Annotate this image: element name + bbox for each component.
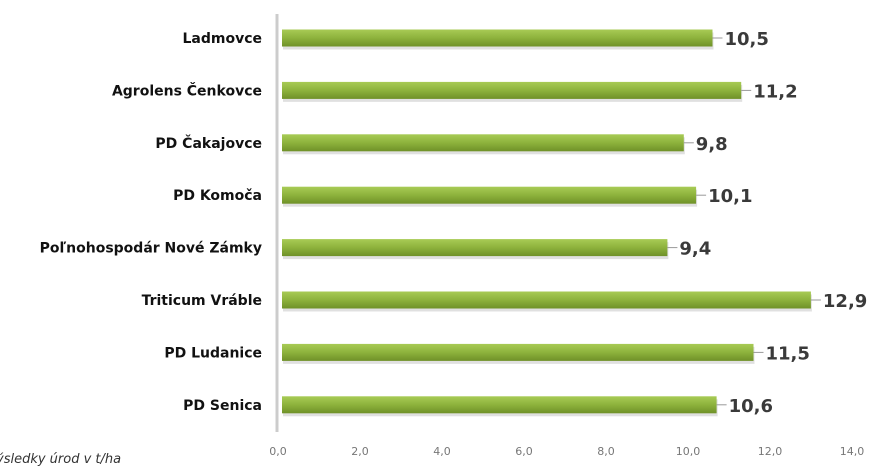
x-tick-label: 2,0 — [351, 445, 369, 458]
value-label: 10,1 — [708, 186, 752, 207]
bar — [282, 396, 717, 414]
category-label: Ladmovce — [182, 31, 262, 47]
bars-group: Ladmovce 10,5 Agrolens Čenkovce 11,2 PD Čaka… — [40, 29, 868, 417]
value-label: 10,6 — [729, 396, 773, 417]
x-tick-label: 6,0 — [515, 445, 533, 458]
bar — [282, 29, 713, 47]
x-tick-label: 10,0 — [676, 445, 701, 458]
category-label: PD Senica — [183, 398, 262, 414]
value-label: 10,5 — [725, 29, 769, 50]
category-label: Agrolens Čenkovce — [112, 81, 262, 99]
bar — [282, 343, 754, 361]
x-tick-label: 4,0 — [433, 445, 451, 458]
value-label: 11,2 — [753, 81, 797, 102]
category-label: Triticum Vráble — [142, 293, 262, 309]
value-label: 11,5 — [766, 343, 810, 364]
x-tick-label: 0,0 — [269, 445, 287, 458]
category-label: Poľnohospodár Nové Zámky — [40, 241, 262, 257]
category-label: PD Komoča — [173, 188, 262, 204]
x-tick-label: 8,0 — [597, 445, 615, 458]
x-tick-label: 14,0 — [840, 445, 865, 458]
value-label: 12,9 — [823, 291, 867, 312]
category-label: PD Čakajovce — [155, 134, 262, 152]
value-label: 9,8 — [696, 134, 728, 155]
category-label: PD Ludanice — [164, 345, 262, 361]
chart-note: ýsledky úrod v t/ha — [0, 452, 122, 467]
bar — [282, 239, 668, 257]
bar — [282, 134, 684, 152]
bar — [282, 186, 697, 204]
x-tick-label: 12,0 — [758, 445, 783, 458]
bar — [282, 291, 811, 309]
value-label: 9,4 — [679, 239, 711, 260]
bar — [282, 81, 742, 99]
